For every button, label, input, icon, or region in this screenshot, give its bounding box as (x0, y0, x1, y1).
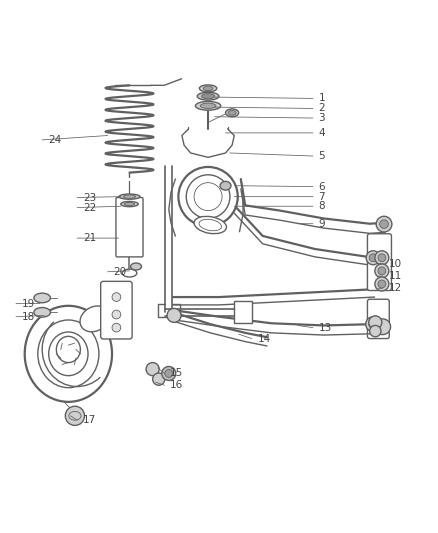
Circle shape (369, 254, 377, 262)
Ellipse shape (194, 216, 226, 233)
Ellipse shape (38, 320, 99, 387)
Text: 19: 19 (21, 298, 35, 309)
Text: 2: 2 (318, 103, 325, 114)
Ellipse shape (25, 306, 112, 402)
Ellipse shape (124, 195, 136, 198)
Text: 18: 18 (21, 312, 35, 322)
Circle shape (369, 320, 378, 328)
Text: 9: 9 (318, 219, 325, 229)
Ellipse shape (131, 263, 141, 270)
Text: 13: 13 (318, 322, 332, 333)
Text: 7: 7 (318, 192, 325, 201)
Text: 5: 5 (318, 151, 325, 161)
Ellipse shape (226, 109, 239, 117)
Ellipse shape (201, 94, 215, 99)
Circle shape (375, 319, 391, 335)
Ellipse shape (34, 293, 50, 303)
Text: 12: 12 (389, 284, 402, 293)
Text: 17: 17 (83, 415, 96, 425)
Circle shape (369, 316, 382, 329)
Ellipse shape (124, 203, 135, 206)
Text: 24: 24 (48, 135, 61, 145)
Text: 1: 1 (318, 93, 325, 103)
Ellipse shape (228, 110, 236, 115)
Circle shape (376, 216, 392, 232)
Text: 15: 15 (170, 368, 184, 378)
Circle shape (165, 369, 173, 377)
Ellipse shape (199, 219, 222, 231)
Circle shape (375, 251, 389, 265)
Text: 23: 23 (83, 192, 96, 203)
Ellipse shape (203, 86, 213, 91)
Circle shape (366, 251, 380, 265)
Circle shape (152, 373, 165, 385)
Text: 6: 6 (318, 182, 325, 191)
FancyBboxPatch shape (116, 198, 143, 257)
Circle shape (178, 167, 238, 227)
Text: 11: 11 (389, 271, 402, 281)
Circle shape (167, 309, 181, 322)
Circle shape (112, 310, 121, 319)
Ellipse shape (197, 92, 219, 100)
Circle shape (146, 362, 159, 376)
FancyBboxPatch shape (367, 299, 389, 338)
Text: 8: 8 (318, 201, 325, 211)
Circle shape (65, 406, 85, 425)
Circle shape (380, 220, 389, 229)
Circle shape (370, 326, 381, 337)
Ellipse shape (199, 85, 217, 92)
FancyBboxPatch shape (234, 302, 252, 323)
Circle shape (375, 277, 389, 291)
Ellipse shape (119, 194, 140, 199)
Circle shape (186, 175, 230, 219)
Ellipse shape (80, 306, 109, 332)
Circle shape (162, 367, 176, 381)
Text: 4: 4 (318, 128, 325, 138)
FancyBboxPatch shape (367, 234, 392, 290)
Ellipse shape (121, 201, 138, 207)
Ellipse shape (122, 269, 137, 277)
Text: 14: 14 (258, 334, 271, 344)
Circle shape (194, 183, 222, 211)
Circle shape (378, 267, 386, 275)
Ellipse shape (34, 308, 50, 317)
Circle shape (366, 317, 381, 332)
FancyBboxPatch shape (101, 281, 132, 339)
Ellipse shape (49, 332, 88, 376)
Ellipse shape (200, 103, 216, 108)
Text: 21: 21 (83, 233, 96, 243)
Ellipse shape (220, 181, 231, 190)
Circle shape (375, 264, 389, 278)
Ellipse shape (195, 101, 221, 110)
Text: 22: 22 (83, 203, 96, 213)
Text: 20: 20 (113, 266, 127, 277)
Circle shape (112, 323, 121, 332)
Text: 16: 16 (170, 380, 184, 390)
Circle shape (378, 280, 386, 288)
Text: 3: 3 (318, 113, 325, 123)
Text: 10: 10 (389, 259, 402, 269)
Circle shape (378, 254, 386, 262)
Circle shape (112, 293, 121, 302)
Ellipse shape (57, 336, 81, 362)
